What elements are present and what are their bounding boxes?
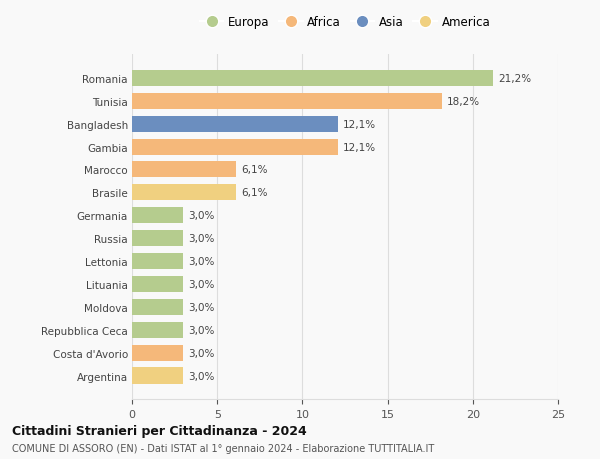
Bar	[132, 345, 183, 361]
Bar	[132, 299, 183, 315]
Text: 3,0%: 3,0%	[188, 211, 215, 221]
Text: 18,2%: 18,2%	[447, 96, 481, 106]
Bar	[132, 71, 493, 87]
Text: 3,0%: 3,0%	[188, 302, 215, 312]
Text: 3,0%: 3,0%	[188, 325, 215, 335]
Bar	[132, 253, 183, 269]
Legend: Europa, Africa, Asia, America: Europa, Africa, Asia, America	[196, 13, 494, 33]
Text: COMUNE DI ASSORO (EN) - Dati ISTAT al 1° gennaio 2024 - Elaborazione TUTTITALIA.: COMUNE DI ASSORO (EN) - Dati ISTAT al 1°…	[12, 443, 434, 453]
Bar	[132, 139, 338, 155]
Bar	[132, 368, 183, 384]
Text: 3,0%: 3,0%	[188, 234, 215, 244]
Text: 3,0%: 3,0%	[188, 371, 215, 381]
Bar	[132, 117, 338, 132]
Bar	[132, 185, 236, 201]
Text: 12,1%: 12,1%	[343, 142, 376, 152]
Bar	[132, 322, 183, 338]
Text: 21,2%: 21,2%	[499, 74, 532, 84]
Text: 3,0%: 3,0%	[188, 348, 215, 358]
Text: 3,0%: 3,0%	[188, 280, 215, 289]
Text: 6,1%: 6,1%	[241, 165, 268, 175]
Text: Cittadini Stranieri per Cittadinanza - 2024: Cittadini Stranieri per Cittadinanza - 2…	[12, 424, 307, 437]
Text: 3,0%: 3,0%	[188, 257, 215, 267]
Bar	[132, 94, 442, 110]
Text: 12,1%: 12,1%	[343, 119, 376, 129]
Text: 6,1%: 6,1%	[241, 188, 268, 198]
Bar	[132, 208, 183, 224]
Bar	[132, 162, 236, 178]
Bar	[132, 276, 183, 292]
Bar	[132, 230, 183, 246]
